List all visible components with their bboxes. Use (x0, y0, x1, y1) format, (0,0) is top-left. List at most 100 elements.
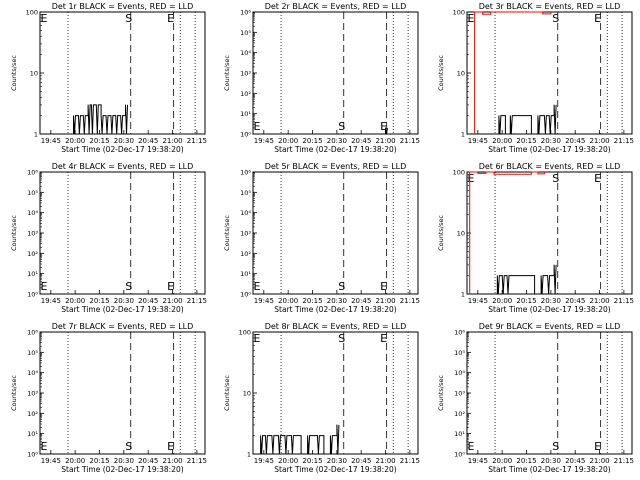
x-tick-label: 20:15 (302, 297, 322, 305)
panel-det-5r: Det 5r BLACK = Events, RED = LLD 10⁶ 10⁵ 10… (223, 162, 420, 314)
data-point (474, 11, 475, 13)
edge-marker: E (254, 280, 261, 293)
start-marker: S (338, 280, 345, 293)
data-point (493, 293, 495, 295)
x-tick-label: 21:15 (400, 137, 420, 145)
panel-det-4r: Det 4r BLACK = Events, RED = LLD 10⁶ 10⁵ 10… (10, 162, 207, 314)
y-tick-label: 10⁶ (454, 329, 465, 337)
data-point (87, 104, 89, 106)
y-tick-label: 10² (454, 410, 465, 418)
x-tick-label: 21:00 (375, 297, 395, 305)
x-tick-label: 19:45 (468, 297, 488, 305)
y-tick-label: 10² (27, 410, 38, 418)
end-marker: E (380, 120, 387, 133)
y-tick-label: 10⁴ (240, 49, 251, 57)
data-point (530, 133, 532, 135)
x-tick-label: 19:45 (468, 457, 488, 465)
x-tick-label: 20:15 (89, 297, 109, 305)
panel-det-9r: Det 9r BLACK = Events, RED = LLD 10⁶ 10⁵ 10… (437, 322, 634, 474)
edge-marker: E (468, 440, 475, 453)
y-tick-label: 10⁶ (240, 169, 251, 177)
x-tick-label: 21:15 (614, 457, 634, 465)
data-point (501, 275, 503, 277)
y-tick-label: 10¹ (27, 270, 38, 278)
panel-title: Det 8r BLACK = Events, RED = LLD (265, 322, 407, 331)
panel-det-6r: Det 6r BLACK = Events, RED = LLD 100 10 1 Co… (437, 162, 634, 314)
data-point (550, 11, 552, 13)
x-tick-label: 20:00 (492, 457, 512, 465)
y-tick-label: 1 (461, 131, 465, 139)
y-axis-label: Counts/sec (223, 55, 231, 91)
data-point (469, 171, 471, 173)
x-tick-label: 20:15 (302, 457, 322, 465)
data-point (125, 104, 126, 106)
y-tick-label: 10⁰ (454, 451, 465, 459)
start-marker: S (338, 120, 345, 133)
panel-title: Det 1r BLACK = Events, RED = LLD (52, 2, 194, 11)
data-point (383, 133, 385, 135)
end-marker: E (167, 440, 174, 453)
panel-det-8r: Det 8r BLACK = Events, RED = LLD 100 10 1 Co… (223, 322, 420, 474)
x-tick-label: 20:45 (351, 137, 371, 145)
x-tick-label: 20:45 (138, 457, 158, 465)
events-series-line (494, 104, 557, 135)
data-point (69, 133, 71, 135)
y-tick-label: 10³ (454, 390, 465, 398)
x-tick-label: 20:30 (114, 457, 134, 465)
data-point (485, 171, 487, 173)
x-tick-label: 20:45 (138, 137, 158, 145)
y-tick-label: 10⁵ (240, 29, 251, 37)
data-point (260, 435, 261, 437)
edge-marker: E (254, 332, 261, 345)
y-axis-label: Counts/sec (10, 375, 18, 411)
panel-title: Det 6r BLACK = Events, RED = LLD (479, 162, 621, 171)
y-tick-label: 10¹ (240, 270, 251, 278)
y-axis-label: Counts/sec (223, 375, 231, 411)
y-tick-label: 100 (453, 169, 465, 177)
x-tick-label: 21:00 (162, 297, 182, 305)
x-tick-label: 20:45 (351, 457, 371, 465)
y-tick-label: 10⁴ (27, 369, 38, 377)
x-tick-label: 20:00 (65, 297, 85, 305)
y-tick-label: 10² (240, 250, 251, 258)
x-tick-label: 20:30 (327, 137, 347, 145)
data-point (537, 173, 539, 175)
y-tick-label: 10⁶ (27, 169, 38, 177)
y-tick-label: 10⁶ (240, 9, 251, 17)
y-tick-label: 10 (457, 230, 465, 238)
y-tick-label: 10¹ (240, 110, 251, 118)
panel-det-3r: Det 3r BLACK = Events, RED = LLD 100 10 1 Co… (437, 2, 634, 154)
x-tick-label: 20:30 (541, 457, 561, 465)
events-series-line (383, 127, 388, 135)
start-marker: S (552, 440, 559, 453)
y-tick-label: 10 (457, 70, 465, 78)
data-point (271, 435, 273, 437)
x-tick-label: 20:30 (541, 137, 561, 145)
start-marker: S (552, 172, 559, 185)
x-tick-label: 20:00 (492, 297, 512, 305)
end-marker: E (594, 440, 601, 453)
x-tick-label: 19:45 (254, 137, 274, 145)
data-point (329, 435, 331, 437)
data-point (534, 11, 536, 13)
data-point (553, 104, 555, 106)
x-tick-label: 21:00 (589, 457, 609, 465)
x-tick-label: 20:00 (278, 457, 298, 465)
x-tick-label: 20:15 (302, 137, 322, 145)
x-tick-label: 21:00 (375, 457, 395, 465)
x-tick-label: 21:00 (589, 137, 609, 145)
y-axis-label: Counts/sec (223, 215, 231, 251)
start-marker: S (125, 280, 132, 293)
x-tick-label: 20:45 (565, 457, 585, 465)
y-tick-label: 10³ (240, 230, 251, 238)
end-marker: E (594, 172, 601, 185)
data-point (543, 115, 545, 117)
data-point (540, 275, 542, 277)
x-tick-label: 21:00 (162, 137, 182, 145)
data-point (307, 435, 309, 437)
y-tick-label: 10 (243, 390, 251, 398)
x-tick-label: 20:30 (114, 297, 134, 305)
x-tick-label: 21:15 (187, 137, 207, 145)
y-tick-label: 10 (30, 70, 38, 78)
